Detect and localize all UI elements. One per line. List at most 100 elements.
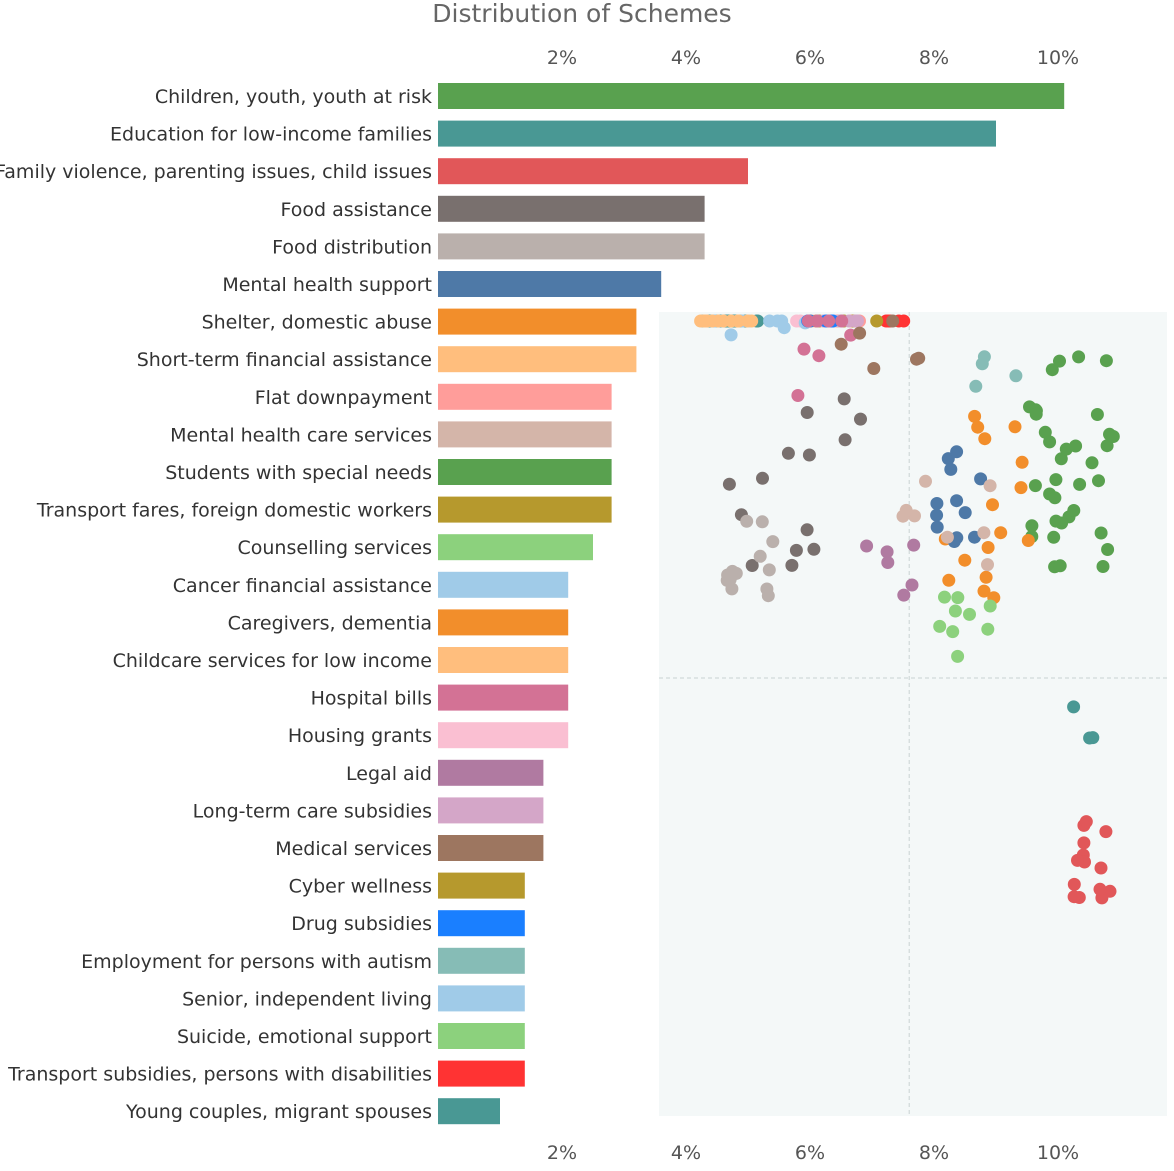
scatter-point-6-6 [724,328,738,342]
bar-10 [438,459,612,485]
scatter-point-12-29 [1090,408,1104,421]
bar-21 [438,872,525,899]
scatter-point-13-15 [981,541,995,554]
scatter-point-6-11 [770,314,784,328]
scatter-point-12-2 [1094,526,1108,540]
bar-19 [438,797,544,824]
scatter-point-12-4 [1100,439,1114,453]
scatter-point-13-5 [1008,420,1022,434]
category-label-19: Long-term care subsidies [193,800,432,822]
scatter-point-15-2 [762,563,776,577]
category-label-2: Family violence, parenting issues, child… [0,161,432,183]
scatter-point-17-4 [940,530,954,544]
bar-15 [438,647,569,673]
category-label-5: Mental health support [222,274,432,296]
scatter-point-13-14 [979,570,993,584]
scatter-point-11-3 [977,350,991,364]
bar-22 [438,910,525,937]
category-label-3: Food assistance [281,199,433,221]
scatter-point-17-6 [977,526,991,540]
scatter-point-13-6 [978,432,992,446]
scatter-point-14-1 [800,523,814,537]
scatter-point-13-2 [994,526,1008,540]
scatter-point-12-30 [1043,435,1057,449]
scatter-point-15-5 [766,535,780,549]
x-axis-top: 2% 4% 6% 8% 10% [547,47,1079,69]
scatter-point-14-8 [781,446,795,460]
scatter-point-19-5 [963,607,976,621]
scatter-point-12-11 [1101,543,1115,556]
scatter-point-18-4 [907,538,921,552]
scatter-point-7-11 [741,314,755,328]
category-label-12: Counselling services [238,537,433,559]
scatter-point-19-7 [933,619,947,633]
scatter-point-14-4 [722,477,736,491]
scatter-point-18-5 [905,578,919,592]
scatter-point-12-34 [1069,439,1083,453]
scatter-point-14-11 [837,392,851,406]
scatter-point-9-7 [835,314,849,328]
bar-12 [438,534,593,561]
bar-3 [438,195,705,222]
category-label-22: Drug subsidies [291,913,432,935]
scatter-point-11-0 [1009,369,1023,383]
scatter-point-14-0 [756,471,769,485]
scatter-point-7-10 [700,314,714,328]
scatter-point-9-0 [801,314,815,328]
scatter-point-13-12 [1014,481,1028,495]
scatter-point-14-2 [802,448,816,462]
scatter-point-12-23 [1025,519,1039,533]
scatter-point-12-15 [1096,560,1110,573]
scatter-point-15-4 [760,582,774,596]
scatter-point-13-8 [1021,534,1035,547]
scatter-point-12-0 [1045,363,1059,377]
bar-6 [438,308,637,335]
scatter-point-14-6 [807,542,821,556]
scatter-point-9-6 [797,342,811,356]
bar-8 [438,383,612,410]
scatter-point-14-3 [789,543,803,557]
category-label-9: Mental health care services [170,424,432,446]
scatter-point-12-21 [1053,354,1066,368]
scatter-point-20-2 [1086,731,1100,745]
bar-13 [438,571,569,598]
scatter-point-3-3 [897,314,911,328]
category-label-10: Students with special needs [165,462,432,484]
scatter-point-11-1 [969,379,983,393]
scatter-point-12-18 [1085,456,1099,470]
tick-top-4: 4% [671,47,701,69]
scatter-point-10-0 [834,337,848,351]
scatter-point-20-1 [1067,700,1081,714]
scatter-point-21-1 [1077,836,1091,850]
bar-0 [438,83,1065,109]
category-label-20: Medical services [275,838,432,860]
scatter-point-9-5 [822,314,836,328]
bar-17 [438,722,569,749]
category-label-25: Suicide, emotional support [177,1026,432,1048]
scatter-point-12-27 [1047,530,1061,544]
bar-25 [438,1023,525,1049]
bar-5 [438,271,662,297]
scatter-point-18-3 [897,588,911,602]
scatter-point-13-7 [977,584,991,598]
scatter-point-19-8 [951,649,965,663]
category-label-11: Transport fares, foreign domestic worker… [36,500,432,522]
scatter-point-14-5 [785,558,799,572]
scatter-point-15-13 [729,566,743,580]
scatter-point-21-2 [1094,861,1108,875]
category-label-24: Senior, independent living [182,988,432,1010]
bar-2 [438,158,748,185]
category-label-1: Education for low-income families [110,124,432,146]
bar-9 [438,421,612,448]
tick-bottom-6: 6% [795,1142,825,1164]
scatter-point-15-10 [755,515,769,529]
tick-top-6: 6% [795,47,825,69]
scatter-point-19-3 [951,591,965,605]
scatter-point-18-0 [881,556,895,569]
scatter-point-9-2 [791,389,805,402]
tick-bottom-8: 8% [919,1142,949,1164]
bar-20 [438,835,544,861]
category-label-27: Young couples, migrant spouses [125,1101,432,1123]
scatter-point-16-0 [930,520,944,534]
scatter-point-19-2 [981,622,995,636]
